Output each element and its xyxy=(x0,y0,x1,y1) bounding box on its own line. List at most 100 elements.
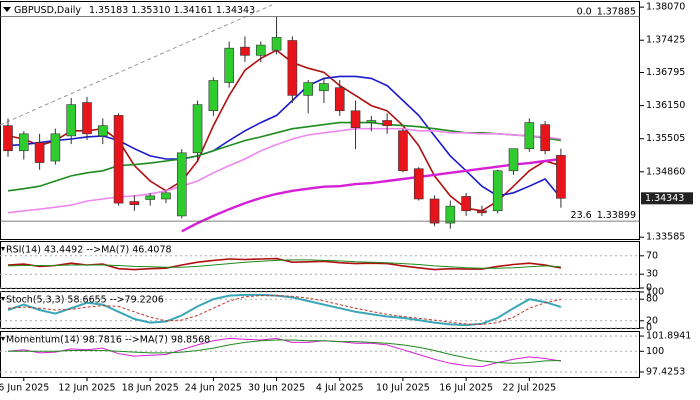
header-value: 1.35310 xyxy=(131,5,170,16)
candle-body xyxy=(492,170,503,212)
indicator-line xyxy=(7,293,562,327)
candle-body xyxy=(429,198,440,224)
y-tick-label: 0 xyxy=(646,323,652,334)
label-arrow xyxy=(1,297,5,301)
candle-body xyxy=(366,120,377,123)
x-tick-label: 22 Jul 2025 xyxy=(502,383,556,394)
main-frame xyxy=(0,1,640,240)
candle-body xyxy=(240,46,250,56)
candle-body xyxy=(303,82,313,96)
candle-body xyxy=(176,152,187,217)
y-tick-label: 20 xyxy=(646,315,658,326)
level-label: 0.0 1.37885 xyxy=(577,6,636,17)
candle-body xyxy=(18,133,29,152)
candle-body xyxy=(319,83,329,92)
header-value: 1.34343 xyxy=(216,5,255,16)
level-label: 23.6 1.33899 xyxy=(571,210,636,221)
candle-body xyxy=(192,104,203,154)
header-arrow xyxy=(3,7,11,12)
x-tick-label: 12 Jun 2025 xyxy=(58,383,115,394)
candle-body xyxy=(287,40,298,96)
candle-body xyxy=(334,87,345,112)
label-arrow xyxy=(1,247,5,251)
x-tick-label: 6 Jun 2025 xyxy=(0,383,49,394)
candle-body xyxy=(271,37,282,51)
y-tick-label: 1.36150 xyxy=(646,100,685,111)
candle-body xyxy=(508,148,519,172)
x-tick-label: 10 Jul 2025 xyxy=(376,383,430,394)
indicator-line xyxy=(181,157,562,233)
symbol: GBPUSD,Daily xyxy=(14,5,81,16)
panel xyxy=(7,293,562,327)
y-tick-label: 1.34860 xyxy=(646,166,685,177)
candle-body xyxy=(129,201,140,205)
candle-body xyxy=(208,80,219,112)
candle-body xyxy=(145,195,155,200)
y-tick-label: 1.35505 xyxy=(646,133,685,144)
y-tick-label: 100 xyxy=(646,287,664,298)
panel xyxy=(7,337,561,368)
header-value: 1.34161 xyxy=(174,5,213,16)
y-tick-label: 1.33585 xyxy=(646,232,685,243)
indicator-label: Momentum(14) 98.7816 -->MA(7) 98.8568 xyxy=(6,335,210,346)
level-value: 1.33899 xyxy=(597,210,636,221)
y-tick-label: 101.8941 xyxy=(646,331,691,342)
trend-line xyxy=(0,4,273,126)
candle-body xyxy=(161,192,171,200)
y-tick-label: 1.38070 xyxy=(646,2,685,13)
indicator-line xyxy=(7,75,562,199)
indicator-label: Stoch(5,3,3) 58.6655 -->79.2206 xyxy=(6,295,164,306)
candle-body xyxy=(556,155,566,199)
level-name: 23.6 xyxy=(571,210,592,221)
candle-body xyxy=(350,110,361,128)
label-arrow xyxy=(1,337,5,341)
x-tick-label: 24 Jun 2025 xyxy=(185,383,242,394)
last-price-label: 1.34343 xyxy=(645,193,684,204)
y-tick-label: 80 xyxy=(646,294,658,305)
indicator-line xyxy=(8,339,561,364)
candle-body xyxy=(477,210,487,214)
candle-body xyxy=(224,47,234,83)
candle-body xyxy=(445,205,456,224)
x-tick-label: 30 Jun 2025 xyxy=(248,383,305,394)
candle-body xyxy=(540,124,550,152)
panel xyxy=(0,16,640,233)
chart-header: GBPUSD,Daily 1.35183 1.35310 1.34161 1.34343 xyxy=(14,5,255,16)
x-tick-label: 4 Jul 2025 xyxy=(316,383,364,394)
candle-body xyxy=(3,125,13,152)
y-tick-label: 1.37425 xyxy=(646,35,685,46)
y-tick-label: 97.4253 xyxy=(646,366,685,377)
level-name: 0.0 xyxy=(577,6,592,17)
candle-body xyxy=(461,196,471,212)
y-tick-label: 70 xyxy=(646,250,658,261)
candle-body xyxy=(97,125,108,137)
candle-body xyxy=(66,104,76,137)
candle-body xyxy=(82,102,92,135)
candle-body xyxy=(255,44,266,56)
indicator-label: RSI(14) 43.4492 -->MA(7) 46.4078 xyxy=(6,245,172,256)
y-tick-label: 1.36795 xyxy=(646,67,685,78)
panel xyxy=(7,257,562,271)
candle-body xyxy=(50,133,61,162)
candle-body xyxy=(413,168,424,200)
candle-body xyxy=(398,130,408,172)
candle-body xyxy=(524,122,535,150)
indicator-line xyxy=(7,259,561,269)
indicator-line xyxy=(7,127,562,214)
candle-body xyxy=(113,115,124,204)
y-tick-label: 0 xyxy=(646,283,652,294)
indicator-line xyxy=(7,295,562,325)
candle-body xyxy=(382,120,392,126)
last-price-box xyxy=(641,192,693,205)
plot-layer: 1.38070 1.37425 1.36795 1.36150 1.35505 1.348… xyxy=(0,2,693,394)
momentum-frame xyxy=(0,331,640,378)
x-tick-label: 18 Jun 2025 xyxy=(122,383,179,394)
candle-body xyxy=(34,142,45,163)
y-tick-label: 100 xyxy=(646,346,664,357)
level-value: 1.37885 xyxy=(597,6,636,17)
x-tick-label: 16 Jul 2025 xyxy=(439,383,493,394)
y-tick-label: 30 xyxy=(646,269,658,280)
header-value: 1.35183 xyxy=(89,5,128,16)
